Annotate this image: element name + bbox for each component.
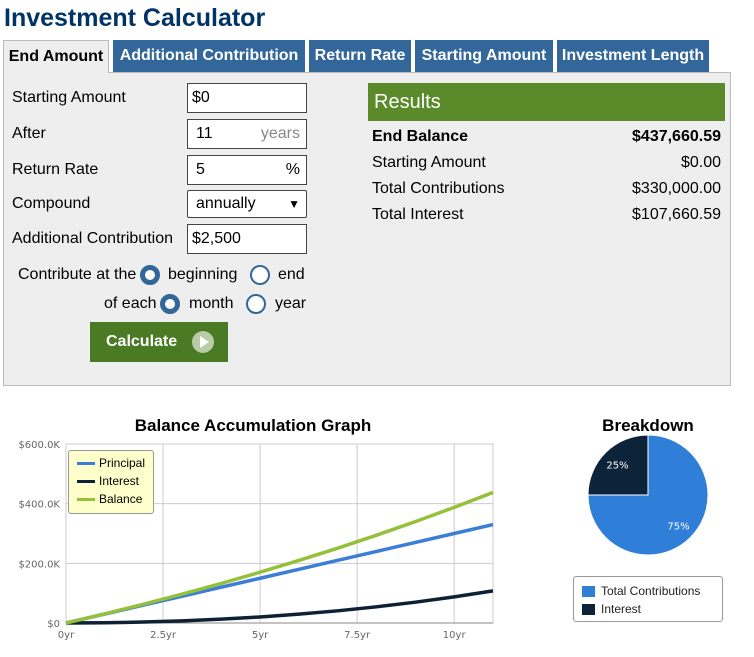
y-tick-label: $600.0K bbox=[18, 440, 60, 451]
pie-slice-interest bbox=[587, 434, 649, 496]
tab-starting-amount[interactable]: Starting Amount bbox=[415, 40, 553, 72]
y-tick-label: $400.0K bbox=[18, 500, 60, 511]
result-label: Total Contributions bbox=[372, 180, 505, 197]
result-value: $437,660.59 bbox=[632, 128, 721, 145]
legend-interest: Interest bbox=[77, 473, 139, 489]
calculate-button-label: Calculate bbox=[106, 333, 178, 350]
radio-end[interactable] bbox=[250, 265, 270, 285]
breakdown-title: Breakdown bbox=[602, 416, 694, 435]
additional-contribution-label: Additional Contribution bbox=[12, 230, 173, 247]
legend-swatch bbox=[77, 462, 95, 466]
radio-year-label: year bbox=[275, 295, 307, 312]
result-row-end-balance: End Balance $437,660.59 bbox=[372, 128, 721, 146]
tab-investment-length[interactable]: Investment Length bbox=[557, 40, 709, 72]
balance-chart-legend: Principal Interest Balance bbox=[68, 450, 154, 514]
legend-swatch bbox=[77, 480, 95, 484]
legend-principal: Principal bbox=[77, 455, 145, 471]
legend-label: Interest bbox=[99, 474, 140, 488]
of-each-label: of each bbox=[104, 295, 157, 312]
after-unit: years bbox=[260, 125, 300, 142]
result-label: Total Interest bbox=[372, 206, 464, 223]
legend-balance: Balance bbox=[77, 491, 142, 507]
radio-year[interactable] bbox=[246, 294, 266, 314]
contribute-at-label: Contribute at the bbox=[18, 266, 137, 283]
additional-contribution-input[interactable]: $2,500 bbox=[187, 224, 307, 254]
additional-contribution-value: $2,500 bbox=[192, 230, 241, 247]
page-title: Investment Calculator bbox=[4, 4, 266, 32]
result-value: $107,660.59 bbox=[632, 206, 721, 223]
x-tick-label: 7.5yr bbox=[344, 630, 371, 641]
return-rate-value: 5 bbox=[196, 161, 205, 178]
result-label: End Balance bbox=[372, 128, 469, 145]
return-rate-input[interactable]: 5 % bbox=[187, 155, 307, 185]
legend-total-contributions: Total Contributions bbox=[582, 583, 700, 599]
legend-label: Total Contributions bbox=[601, 584, 701, 598]
legend-swatch bbox=[582, 604, 595, 616]
chevron-down-icon: ▼ bbox=[288, 197, 300, 211]
radio-end-label: end bbox=[278, 266, 305, 283]
after-input[interactable]: 11 years bbox=[187, 119, 307, 149]
result-value: $330,000.00 bbox=[632, 180, 721, 197]
calculate-button[interactable]: Calculate bbox=[90, 322, 228, 362]
x-tick-label: 2.5yr bbox=[150, 630, 177, 641]
result-row-starting-amount: Starting Amount $0.00 bbox=[372, 154, 721, 172]
play-arrow-icon bbox=[192, 331, 214, 353]
after-value: 11 bbox=[196, 125, 213, 142]
result-label: Starting Amount bbox=[372, 154, 486, 171]
legend-swatch bbox=[77, 498, 95, 502]
y-tick-label: $0 bbox=[47, 619, 60, 630]
starting-amount-label: Starting Amount bbox=[12, 89, 126, 106]
y-tick-label: $200.0K bbox=[18, 559, 60, 570]
starting-amount-value: $0 bbox=[192, 89, 210, 106]
tab-return-rate[interactable]: Return Rate bbox=[309, 40, 411, 72]
radio-beginning[interactable] bbox=[140, 265, 160, 285]
breakdown-legend: Total Contributions Interest bbox=[573, 576, 723, 622]
series-line-interest bbox=[65, 589, 494, 625]
results-heading: Results bbox=[368, 83, 725, 121]
balance-graph-title: Balance Accumulation Graph bbox=[134, 416, 372, 435]
legend-label: Interest bbox=[601, 602, 642, 616]
x-tick-label: 10yr bbox=[443, 630, 467, 641]
series-line-balance bbox=[65, 490, 494, 625]
tab-end-amount[interactable]: End Amount bbox=[3, 40, 109, 73]
pie-slice-total-contributions bbox=[587, 434, 709, 556]
return-rate-unit: % bbox=[285, 161, 300, 178]
result-value: $0.00 bbox=[680, 154, 721, 171]
compound-value: annually bbox=[196, 195, 256, 212]
breakdown-pie-chart: 75% 25% bbox=[587, 434, 709, 556]
compound-label: Compound bbox=[12, 195, 91, 212]
result-row-total-contributions: Total Contributions $330,000.00 bbox=[372, 180, 721, 198]
legend-label: Principal bbox=[99, 456, 146, 470]
starting-amount-input[interactable]: $0 bbox=[187, 83, 307, 113]
x-tick-label: 5yr bbox=[252, 630, 269, 641]
after-label: After bbox=[12, 125, 46, 142]
radio-beginning-label: beginning bbox=[168, 266, 238, 283]
compound-select[interactable]: annually ▼ bbox=[187, 190, 307, 218]
radio-month-label: month bbox=[189, 295, 234, 312]
x-tick-label: 0yr bbox=[58, 630, 75, 641]
calculator-panel: Starting Amount $0 After 11 years Return… bbox=[3, 72, 731, 386]
result-row-total-interest: Total Interest $107,660.59 bbox=[372, 206, 721, 224]
legend-label: Balance bbox=[99, 492, 143, 506]
pie-data-label: 75% bbox=[667, 522, 689, 533]
pie-data-label: 25% bbox=[606, 460, 628, 471]
legend-swatch bbox=[582, 586, 595, 598]
return-rate-label: Return Rate bbox=[12, 161, 99, 178]
legend-interest: Interest bbox=[582, 601, 641, 617]
tab-additional-contribution[interactable]: Additional Contribution bbox=[113, 40, 305, 72]
radio-month[interactable] bbox=[160, 294, 180, 314]
